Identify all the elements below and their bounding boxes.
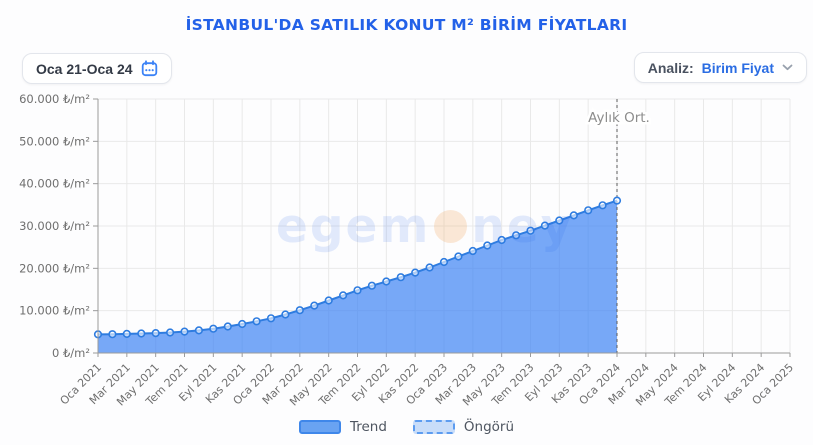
data-point[interactable] (497, 235, 506, 245)
analysis-value: Birim Fiyat (701, 59, 774, 76)
y-tick-label: 0 ₺/m² (52, 346, 90, 360)
data-point[interactable] (166, 328, 175, 337)
data-point[interactable] (454, 252, 463, 261)
data-point[interactable] (108, 330, 117, 339)
forecast-swatch (412, 420, 455, 434)
data-point[interactable] (223, 322, 232, 331)
trend-area (98, 200, 617, 353)
data-point[interactable] (194, 326, 203, 335)
trend-swatch (298, 420, 341, 434)
y-tick-label: 10.000 ₺/m² (19, 304, 90, 318)
forecast-label: Öngörü (463, 419, 515, 435)
data-point[interactable] (310, 301, 319, 310)
analysis-label: Analiz: (647, 59, 694, 76)
legend-item-forecast[interactable]: Öngörü (412, 419, 515, 435)
data-point[interactable] (339, 291, 348, 300)
calendar-icon (141, 60, 158, 77)
data-point[interactable] (353, 286, 362, 295)
analysis-select[interactable]: Analiz: Birim Fiyat (633, 52, 807, 83)
data-point[interactable] (526, 226, 535, 235)
data-point[interactable] (382, 277, 391, 286)
y-tick-label: 20.000 ₺/m² (19, 261, 90, 275)
data-point[interactable] (584, 206, 593, 215)
y-tick-label: 50.000 ₺/m² (19, 134, 90, 148)
price-chart[interactable]: 0 ₺/m² 10.000 ₺/m² 20.000 ₺/m² 30.000 ₺/m² 4… (0, 92, 813, 417)
data-point[interactable] (151, 329, 160, 338)
data-point[interactable] (439, 257, 449, 267)
data-point[interactable] (483, 241, 492, 250)
trend-label: Trend (349, 419, 387, 435)
data-point[interactable] (598, 201, 607, 210)
chart-legend: Trend Öngörü (0, 419, 813, 435)
chevron-down-icon (782, 64, 793, 71)
y-tick-label: 60.000 ₺/m² (19, 92, 90, 106)
monthly-average-label: Aylık Ort. (588, 110, 650, 126)
date-range-button[interactable]: Oca 21-Oca 24 (22, 53, 172, 84)
y-tick-label: 30.000 ₺/m² (19, 219, 90, 233)
legend-item-trend[interactable]: Trend (298, 419, 387, 435)
data-point[interactable] (569, 211, 578, 220)
data-point[interactable] (425, 263, 434, 272)
data-point[interactable] (281, 310, 290, 319)
data-point[interactable] (411, 268, 420, 277)
data-point[interactable] (511, 231, 521, 240)
data-point[interactable] (180, 327, 189, 336)
data-point[interactable] (367, 281, 377, 290)
data-point[interactable] (324, 296, 333, 305)
data-point[interactable] (122, 329, 131, 338)
data-point[interactable] (540, 221, 550, 230)
data-point[interactable] (266, 314, 276, 323)
data-point[interactable] (209, 324, 218, 333)
data-point[interactable] (468, 246, 477, 256)
data-point[interactable] (137, 329, 146, 338)
data-point[interactable] (612, 196, 622, 205)
data-point[interactable] (252, 317, 261, 326)
data-point[interactable] (295, 306, 304, 315)
data-point[interactable] (555, 216, 564, 225)
data-point[interactable] (238, 319, 247, 329)
page-title: İSTANBUL'DA SATILIK KONUT M² BİRİM FİYAT… (185, 16, 628, 34)
y-tick-label: 40.000 ₺/m² (19, 177, 90, 191)
data-point[interactable] (396, 273, 405, 282)
date-range-label: Oca 21-Oca 24 (36, 60, 133, 77)
